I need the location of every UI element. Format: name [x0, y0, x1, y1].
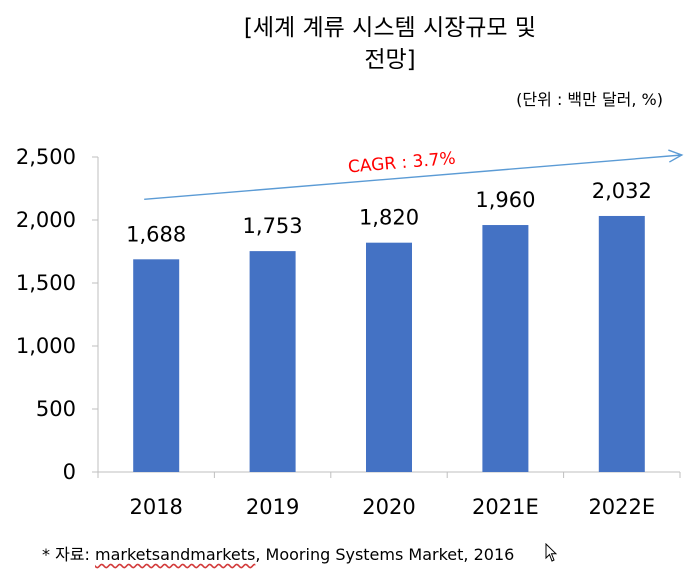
y-tick-label: 0	[63, 460, 76, 484]
bar	[133, 259, 180, 472]
y-tick-label: 1,000	[16, 334, 76, 358]
cagr-annotation: CAGR : 3.7%	[347, 149, 456, 178]
bar	[249, 251, 296, 472]
y-tick-label: 500	[36, 397, 76, 421]
y-tick-label: 2,000	[16, 208, 76, 232]
bar	[366, 242, 412, 472]
mouse-cursor-icon	[545, 543, 557, 562]
data-label: 1,688	[126, 222, 186, 246]
unit-label: (단위 : 백만 달러, %)	[516, 90, 663, 109]
y-tick-label: 1,500	[16, 271, 76, 295]
x-tick-label: 2019	[246, 495, 299, 519]
x-axis: 2018 2019 2020 2021E 2022E	[97, 471, 681, 519]
footnote-prefix: * 자료:	[42, 545, 96, 564]
data-label: 1,753	[243, 214, 303, 238]
chart-title: [세계 계류 시스템 시장규모 및 전망]	[180, 12, 600, 76]
data-label: 1,960	[475, 188, 535, 212]
bar-chart: 0 500 1,000 1,500 2,000 2,500 2018 2019 2020 202…	[16, 145, 684, 519]
chart-title-line-2: 전망]	[364, 47, 416, 73]
data-labels: 1,688 1,753 1,820 1,960 2,032	[126, 179, 652, 246]
footnote-source: marketsandmarkets	[95, 545, 256, 564]
bar	[482, 225, 529, 472]
y-axis: 0 500 1,000 1,500 2,000 2,500	[16, 145, 99, 484]
y-tick-label: 2,500	[16, 145, 76, 169]
x-tick-label: 2022E	[588, 495, 655, 519]
source-footnote: * 자료: marketsandmarkets, Mooring Systems…	[42, 541, 514, 565]
data-label: 2,032	[592, 179, 652, 203]
x-tick-label: 2018	[129, 495, 182, 519]
data-label: 1,820	[359, 206, 419, 230]
footnote-rest: , Mooring Systems Market, 2016	[255, 545, 515, 564]
cagr-arrow	[144, 149, 684, 201]
bar	[598, 215, 645, 472]
bars	[133, 215, 645, 472]
x-tick-label: 2020	[362, 495, 415, 519]
chart-title-line-1: [세계 계류 시스템 시장규모 및	[243, 15, 537, 41]
x-tick-label: 2021E	[472, 495, 539, 519]
